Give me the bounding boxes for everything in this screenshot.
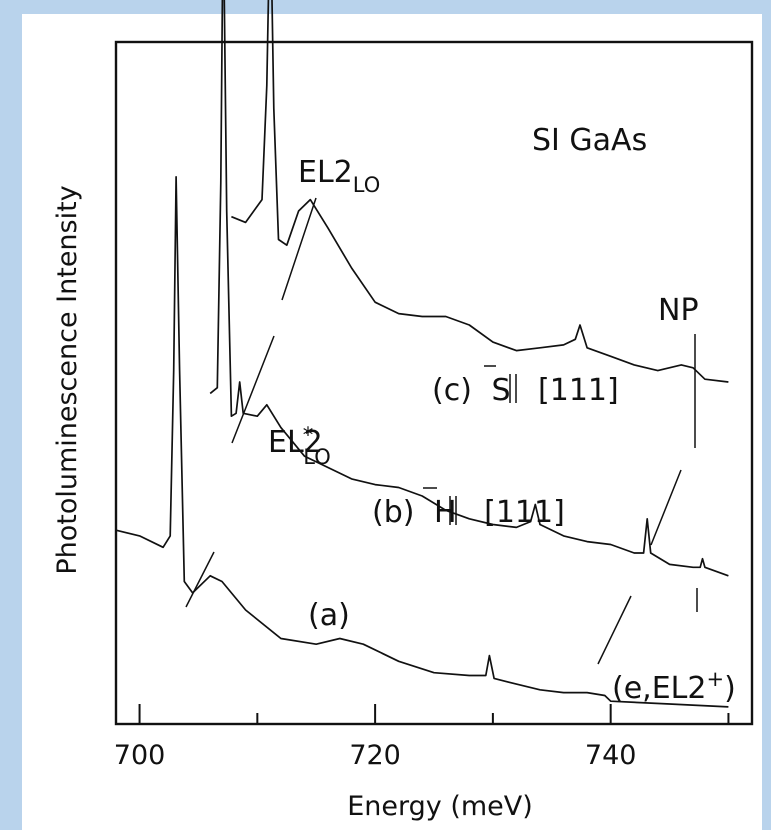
curve-label-b: (b) H [111] bbox=[372, 495, 565, 530]
leader-el2-lo bbox=[281, 197, 317, 301]
curve-c-symbol: S bbox=[491, 373, 510, 408]
curve-b-direction: [111] bbox=[484, 495, 565, 530]
spectrum-curve-c bbox=[231, 0, 729, 383]
x-tick-label: 740 bbox=[585, 740, 637, 771]
leader-np-a bbox=[597, 595, 632, 665]
annotation-el2-lo: EL2LO bbox=[298, 155, 380, 197]
curve-label-a: (a) bbox=[308, 598, 350, 633]
figure-paper bbox=[22, 14, 762, 830]
spectrum-curve-a bbox=[115, 175, 729, 708]
leader-el2-lo-star-a bbox=[185, 551, 215, 608]
x-tick-label: 700 bbox=[114, 740, 166, 771]
curve-b-tag: (b) bbox=[372, 495, 414, 530]
spectra-group bbox=[115, 0, 729, 708]
leader-el2-lo-star-b bbox=[231, 335, 275, 444]
annotation-e-el2-plus: (e,EL2+) bbox=[612, 667, 736, 706]
curve-b-symbol: H bbox=[434, 495, 457, 530]
plot-frame bbox=[114, 40, 754, 726]
x-tick-label: 720 bbox=[349, 740, 401, 771]
annotation-np: NP bbox=[658, 293, 699, 328]
curve-c-tag: (c) bbox=[432, 373, 472, 408]
y-axis-label: Photoluminescence Intensity bbox=[52, 185, 83, 574]
curve-c-direction: [111] bbox=[538, 373, 619, 408]
sample-label: SI GaAs bbox=[532, 123, 647, 158]
spectrum-curve-b bbox=[209, 0, 729, 577]
curve-label-c: (c) S [111] bbox=[432, 373, 619, 408]
x-axis-label: Energy (meV) bbox=[347, 791, 533, 822]
x-axis-ticks: 700 720 740 bbox=[114, 704, 730, 771]
annotation-el2-lo-star: EL2* LO bbox=[268, 423, 331, 469]
leader-np-b bbox=[650, 469, 682, 546]
